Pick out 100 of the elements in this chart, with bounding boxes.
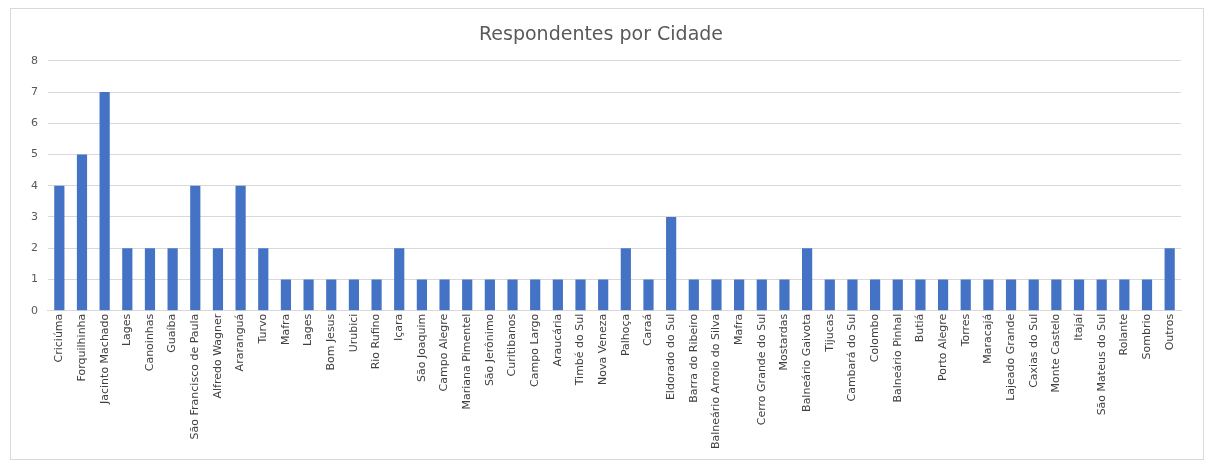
bar	[666, 216, 677, 311]
x-tick-label: Sombrio	[1139, 313, 1153, 360]
x-tick-label: Mostardas	[777, 313, 791, 371]
x-tick-label: Canoinhas	[142, 313, 156, 372]
x-tick-label: Içara	[392, 313, 406, 341]
x-tick-label: Araucária	[550, 313, 564, 367]
bar	[484, 279, 495, 311]
x-tick-label: Alfredo Wagner	[210, 313, 224, 399]
bar	[552, 279, 563, 311]
bar	[756, 279, 767, 311]
bar	[439, 279, 450, 311]
x-tick-label: Outros	[1162, 313, 1176, 351]
bar	[303, 279, 314, 311]
x-tick-label: São Mateus do Sul	[1094, 313, 1108, 416]
x-tick-label: Butiá	[913, 313, 927, 343]
x-tick-label: Mafra	[278, 313, 292, 346]
y-tick-label: 7	[31, 84, 38, 98]
y-tick-label: 8	[31, 53, 38, 67]
x-tick-label: Campo Alegre	[437, 313, 451, 392]
bar	[734, 279, 745, 311]
x-tick-label: Turvo	[256, 313, 270, 345]
bar	[122, 248, 133, 311]
bar	[620, 248, 631, 311]
y-tick-label: 0	[31, 303, 38, 317]
x-tick-label: Forquilhinha	[74, 313, 88, 382]
x-tick-label: São Joaquim	[414, 313, 428, 383]
bar	[1028, 279, 1039, 311]
x-tick-label: Balneário Gaivota	[799, 313, 813, 412]
x-tick-label: Guaíba	[165, 313, 179, 353]
bar	[1096, 279, 1107, 311]
bar	[802, 248, 813, 311]
bar	[643, 279, 654, 311]
y-tick-label: 6	[31, 116, 38, 130]
bar	[144, 248, 156, 311]
y-tick-label: 2	[31, 241, 38, 255]
x-tick-label: São Jerônimo	[482, 313, 496, 387]
bar	[530, 279, 541, 311]
x-tick-label: Jacinto Machado	[97, 313, 111, 405]
bar	[212, 248, 224, 311]
x-tick-label: Lages	[120, 313, 134, 347]
bar	[1164, 248, 1175, 311]
x-tick-label: Itajaí	[1071, 312, 1085, 341]
bar	[824, 279, 835, 311]
bar	[348, 279, 360, 311]
x-tick-label: Torres	[958, 313, 972, 348]
x-tick-label: Lajeado Grande	[1003, 313, 1017, 401]
x-tick-label: Palhoça	[618, 313, 632, 357]
x-tick-label: Tijucas	[822, 313, 836, 353]
x-tick-label: Colombo	[867, 313, 881, 363]
y-tick-label: 3	[31, 209, 38, 223]
bar	[235, 185, 246, 311]
y-tick-label: 5	[31, 147, 38, 161]
x-tick-label: Criciúma	[52, 313, 66, 363]
bar	[937, 279, 949, 311]
bar	[54, 185, 65, 311]
x-tick-label: Cambará do Sul	[845, 313, 859, 402]
bar	[371, 279, 382, 311]
x-tick-label: Rio Rufino	[369, 313, 383, 370]
bar	[280, 279, 292, 311]
bar	[575, 279, 586, 311]
x-tick-label: Barra do Ribeiro	[686, 313, 700, 403]
x-tick-label: Caraá	[641, 313, 655, 347]
bar	[394, 248, 405, 311]
x-tick-label: Monte Castelo	[1049, 313, 1063, 393]
bar	[711, 279, 722, 311]
y-tick-label: 4	[31, 178, 38, 192]
x-tick-label: Curitibanos	[505, 313, 519, 377]
x-tick-label: Urubici	[346, 313, 360, 353]
bar	[190, 185, 201, 311]
bar	[416, 279, 427, 311]
bar	[869, 279, 881, 311]
x-tick-label: Caxias do Sul	[1026, 313, 1040, 388]
x-tick-label: Balneário Pinhal	[890, 313, 904, 403]
x-tick-label: Nova Veneza	[596, 313, 610, 386]
x-tick-label: Maracajá	[981, 313, 995, 364]
x-tick-label: Bom Jesus	[324, 313, 338, 371]
x-tick-label: Campo Largo	[528, 313, 542, 387]
bar	[1119, 279, 1130, 311]
bar	[167, 248, 178, 311]
bar	[258, 248, 269, 311]
bar	[1141, 279, 1153, 311]
bar	[1005, 279, 1017, 311]
x-tick-label: Araranguá	[233, 313, 247, 372]
bar	[462, 279, 473, 311]
x-tick-label: Porto Alegre	[935, 313, 949, 382]
chart-title: Respondentes por Cidade	[478, 22, 724, 45]
x-tick-label: Mariana Pimentel	[460, 313, 474, 410]
x-tick-label: Cerro Grande do Sul	[754, 313, 768, 426]
bar	[960, 279, 971, 311]
x-tick-label: Balneário Arroio do Silva	[709, 313, 723, 450]
bar	[1073, 279, 1085, 311]
bar	[1051, 279, 1062, 311]
bar	[507, 279, 518, 311]
y-tick-label: 1	[31, 272, 38, 286]
bar	[76, 154, 88, 311]
x-tick-label: São Francisco de Paula	[188, 313, 202, 440]
bar	[779, 279, 790, 311]
bar	[915, 279, 926, 311]
bar	[892, 279, 903, 311]
bar	[688, 279, 699, 311]
